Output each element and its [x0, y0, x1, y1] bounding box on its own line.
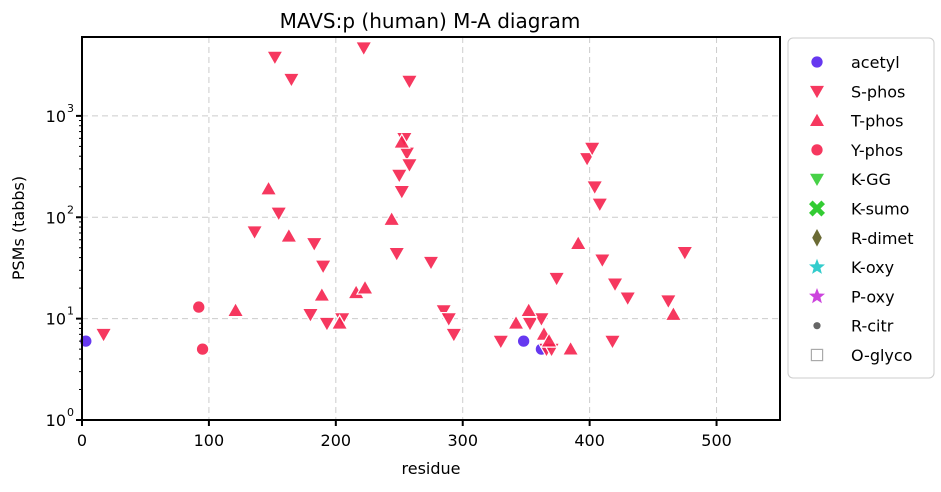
data-point-s-phos: [245, 225, 264, 241]
data-point-t-phos: [392, 132, 411, 149]
data-point-t-phos: [569, 234, 588, 251]
data-point-s-phos: [585, 180, 604, 196]
legend-marker-t-phos: [807, 111, 827, 128]
data-point-t-phos: [519, 301, 538, 318]
legend-label-o-glyco: O-glyco: [851, 346, 912, 365]
data-point-s-phos: [387, 246, 406, 263]
plot-frame: [81, 36, 781, 421]
data-point-s-phos: [603, 334, 622, 351]
legend-marker-o-glyco: [810, 348, 824, 362]
data-point-y-phos: [195, 341, 210, 357]
legend: acetyl S-phos T-phos Y-phos K-GG K-sumo R-dime…: [787, 37, 935, 379]
y-axis-label: PSMs (tabbs): [9, 176, 28, 280]
data-point-s-phos: [618, 291, 637, 308]
data-point-t-phos: [330, 314, 349, 330]
y-tick-label: 10: [46, 411, 66, 430]
legend-label-s-phos: S-phos: [851, 82, 905, 101]
data-point-s-phos: [390, 168, 409, 185]
y-tick-label: 10: [46, 310, 66, 329]
data-point-s-phos: [94, 327, 113, 344]
data-point-acetyl: [516, 333, 531, 349]
data-point-s-phos: [659, 294, 678, 310]
data-point-s-phos: [434, 304, 453, 320]
data-point-s-phos: [444, 327, 463, 344]
x-tick-label: 400: [574, 431, 605, 450]
data-point-s-phos: [354, 41, 373, 57]
data-point-s-phos: [392, 184, 411, 201]
y-tick-exponent: 2: [67, 203, 74, 216]
legend-label-t-phos: T-phos: [850, 112, 904, 131]
x-tick-label: 0: [77, 431, 87, 450]
legend-marker-s-phos: [807, 84, 827, 101]
legend-marker-acetyl: [809, 54, 825, 70]
legend-marker-y-phos: [809, 142, 825, 158]
data-point-s-phos: [583, 141, 602, 158]
y-tick-label: 10: [46, 208, 66, 227]
y-tick-exponent: 3: [67, 102, 74, 115]
x-tick-label: 300: [447, 431, 478, 450]
data-point-y-phos: [191, 299, 206, 315]
data-point-s-phos: [675, 245, 694, 262]
data-points: [78, 41, 694, 359]
data-point-s-phos: [400, 158, 419, 174]
data-point-s-phos: [400, 74, 419, 91]
legend-box: [787, 37, 935, 379]
legend-label-k-oxy: K-oxy: [851, 258, 894, 277]
data-point-s-phos: [605, 277, 625, 294]
grid: [81, 37, 780, 421]
legend-label-r-dimet: R-dimet: [851, 229, 914, 248]
data-point-s-phos: [269, 206, 288, 223]
legend-marker-k-sumo: [809, 200, 825, 217]
x-tick-label: 100: [194, 431, 225, 450]
legend-marker-r-citr: [813, 322, 821, 330]
data-point-s-phos: [305, 236, 324, 253]
chart-title: MAVS:p (human) M-A diagram: [280, 9, 581, 33]
data-point-t-phos: [382, 210, 401, 227]
data-point-t-phos: [279, 227, 298, 243]
x-tick-label: 500: [701, 431, 732, 450]
legend-marker-k-oxy: [809, 258, 825, 274]
data-point-s-phos: [282, 72, 301, 89]
legend-label-p-oxy: P-oxy: [851, 287, 895, 306]
legend-label-k-gg: K-GG: [851, 170, 891, 189]
legend-marker-k-gg: [807, 172, 827, 189]
legend-label-y-phos: Y-phos: [850, 141, 903, 160]
data-point-s-phos: [439, 312, 458, 328]
data-point-t-phos: [539, 331, 559, 348]
data-point-s-phos: [532, 312, 551, 328]
y-tick-label: 10: [46, 107, 66, 126]
data-point-s-phos: [301, 307, 320, 324]
data-point-t-phos: [355, 278, 375, 295]
legend-label-acetyl: acetyl: [851, 53, 900, 72]
data-point-s-phos: [421, 255, 441, 272]
data-point-t-phos: [312, 286, 331, 302]
legend-label-r-citr: R-citr: [851, 317, 894, 336]
data-point-t-phos: [664, 305, 683, 322]
data-point-s-phos: [590, 197, 609, 214]
x-axis-label: residue: [402, 459, 461, 478]
legend-marker-r-dimet: [812, 229, 822, 247]
legend-label-k-sumo: K-sumo: [851, 200, 909, 219]
data-point-t-phos: [506, 314, 526, 330]
data-point-s-phos: [491, 334, 510, 351]
legend-marker-p-oxy: [809, 288, 825, 304]
data-point-t-phos: [226, 301, 245, 318]
data-point-s-phos: [578, 151, 597, 168]
data-point-s-phos: [317, 316, 336, 333]
data-point-s-phos: [520, 316, 540, 333]
data-point-s-phos: [265, 50, 284, 67]
data-point-s-phos: [593, 253, 612, 270]
data-point-s-phos: [314, 259, 333, 276]
data-point-t-phos: [561, 339, 580, 356]
data-point-t-phos: [259, 179, 278, 196]
x-tick-label: 200: [321, 431, 352, 450]
data-point-s-phos: [547, 271, 566, 288]
y-tick-exponent: 1: [67, 305, 74, 318]
y-tick-exponent: 0: [67, 406, 74, 419]
